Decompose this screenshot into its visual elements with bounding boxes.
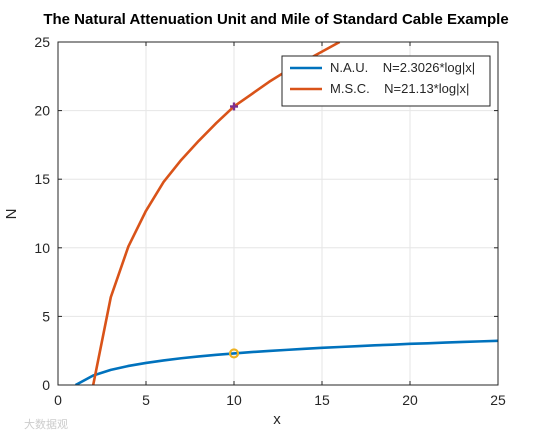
circle-marker xyxy=(228,348,240,359)
x-tick-label: 20 xyxy=(402,392,418,408)
series-line-0 xyxy=(74,339,498,385)
y-axis-label: N xyxy=(3,209,20,220)
chart-title: The Natural Attenuation Unit and Mile of… xyxy=(43,11,508,28)
y-tick-label: 10 xyxy=(34,240,50,256)
x-tick-label: 0 xyxy=(54,392,62,408)
y-tick-label: 15 xyxy=(34,171,50,187)
x-axis-label: x xyxy=(273,411,281,428)
x-tick-label: 5 xyxy=(142,392,150,408)
axes-box xyxy=(57,41,499,386)
legend-label-0: N.A.U. N=2.3026*log|x| xyxy=(330,60,475,75)
y-tick-label: 5 xyxy=(42,308,50,324)
y-tick-label: 20 xyxy=(34,103,50,119)
x-tick-label: 10 xyxy=(226,392,242,408)
y-tick-label: 25 xyxy=(34,34,50,50)
y-tick-label: 0 xyxy=(42,377,50,393)
legend-box xyxy=(281,55,491,107)
legend-label-1: M.S.C. N=21.13*log|x| xyxy=(330,81,469,96)
x-tick-label: 15 xyxy=(314,392,330,408)
watermark: 大数据观 xyxy=(24,417,68,431)
x-tick-label: 25 xyxy=(490,392,506,408)
legend: N.A.U. N=2.3026*log|x| M.S.C. N=21.13*log… xyxy=(281,55,491,107)
plus-marker xyxy=(230,102,238,111)
